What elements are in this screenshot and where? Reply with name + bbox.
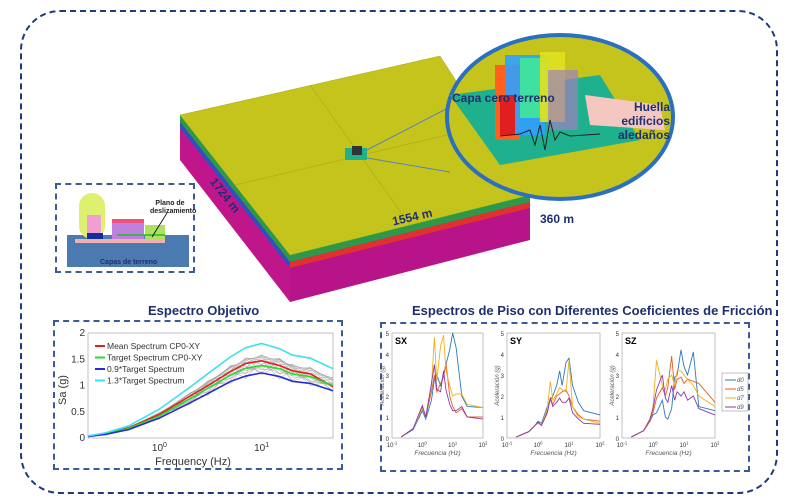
series-line-target-spectrum-cp0-xy [87,364,334,438]
y-axis-label: Aceleración (g) [610,365,616,406]
y-tick-label: 5 [616,332,620,338]
y-tick-label: 4 [616,353,620,359]
x-tick-label: 102 [478,441,488,449]
panel-label: SZ [625,336,637,346]
plot-area [391,332,484,439]
legend-label: d9 [737,405,744,411]
section-inset [55,183,195,273]
x-axis-label: Frecuencia (Hz) [530,450,576,457]
panel-label: SX [395,336,407,346]
x-tick-label: 10-1 [387,441,398,449]
legend-label: 0.9*Target Spectrum [107,364,184,374]
series-line-d9 [631,374,716,438]
y-tick-label: 4 [501,353,505,359]
series-line-d7 [516,360,601,438]
footprint-patch [585,95,665,130]
x-tick-label: 101 [254,442,269,454]
y-tick-label: 1 [616,416,620,422]
x-tick-label: 100 [648,441,658,449]
y-tick-label: 2 [501,395,505,401]
series-line-d7 [400,334,484,438]
x-tick-label: 101 [564,441,574,449]
x-axis-label: Frequency (Hz) [155,456,231,468]
x-tick-label: 102 [595,441,605,449]
y-tick-label: 2 [79,328,85,339]
y-axis-label: Aceleración (g) [380,365,386,406]
plot-area [506,332,601,439]
y-tick-label: 0.5 [71,407,85,418]
series-line-d0 [400,332,484,438]
y-tick-label: 0 [79,433,85,444]
chart-title-target: Espectro Objetivo [148,303,260,318]
y-tick-label: 3 [616,374,620,380]
target-spectrum-box [53,320,343,470]
floor-spectra-box [380,322,750,472]
y-tick-label: 0 [616,437,620,443]
series-line-d0 [516,357,601,438]
legend-label: Target Spectrum CP0-XY [107,353,203,363]
y-tick-label: 0 [386,437,390,443]
x-tick-label: 101 [679,441,689,449]
x-tick-label: 101 [448,441,458,449]
y-tick-label: 3 [386,374,390,380]
y-tick-label: 3 [501,374,505,380]
panel-label: SY [510,336,522,346]
x-tick-label: 102 [710,441,720,449]
legend-label: d0 [737,378,744,384]
dimension-depth: 360 m [540,212,575,226]
x-tick-label: 10-1 [617,441,628,449]
zoom-label-footprint: Huella edificios aledaños [617,100,670,142]
y-tick-label: 1 [501,416,505,422]
label-sliding-plane: Plano de deslizamiento [150,200,197,215]
y-tick-label: 5 [386,332,390,338]
series-line-0-9-target-spectrum [87,372,334,438]
chart-title-floor: Espectros de Piso con Diferentes Coefici… [412,303,773,318]
x-axis-label: Frecuencia (Hz) [414,450,460,457]
label-soil-layers: Capas de terreno [100,259,158,266]
series-line-d9 [516,397,601,438]
x-axis-label: Frecuencia (Hz) [645,450,691,457]
record-spectrum-line [87,359,334,437]
series-line-1-3-target-spectrum [87,342,334,437]
series-line-d0 [631,349,716,438]
y-tick-label: 1 [79,381,85,392]
x-tick-label: 100 [152,442,167,454]
x-tick-label: 100 [418,441,428,449]
y-tick-label: 5 [501,332,505,338]
section-drawing [67,193,189,267]
y-tick-label: 2 [616,395,620,401]
legend-label: Mean Spectrum CP0-XY [107,341,200,351]
series-line-d5 [631,356,716,438]
target-spectrum-chart: 0 0.5 1 1.5 2 100 101 Frequency (Hz) Sa (g) Mean … [57,328,334,468]
y-tick-label: 1.5 [71,354,85,365]
legend-box [721,372,749,412]
x-tick-label: 100 [533,441,543,449]
outer-frame [20,10,778,494]
y-tick-label: 0 [501,437,505,443]
y-tick-label: 4 [386,353,390,359]
zoom-label-layer: Capa cero terreno [452,91,555,105]
legend-label: 1.3*Target Spectrum [107,376,184,386]
y-tick-label: 1 [386,416,390,422]
y-axis-label: Aceleración (g) [495,365,501,406]
y-axis-label: Sa (g) [57,375,69,405]
legend-label: d5 [737,387,744,393]
series-line-d5 [400,362,483,438]
x-tick-label: 10-1 [502,441,513,449]
y-tick-label: 2 [386,395,390,401]
series-line-d9 [400,364,484,438]
legend-label: d7 [737,396,744,402]
